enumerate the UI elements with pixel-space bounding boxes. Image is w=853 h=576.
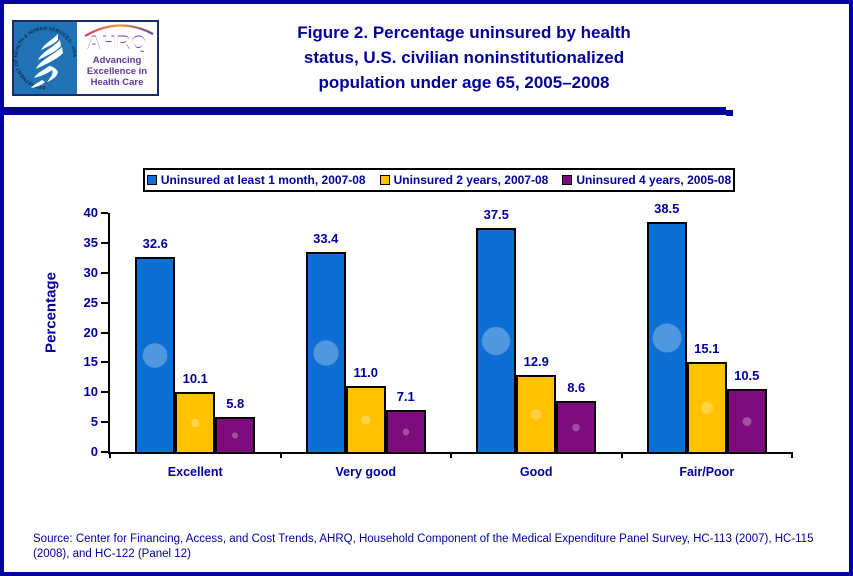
x-tick-mark (109, 452, 111, 458)
legend-swatch-icon (562, 175, 573, 185)
bar (175, 391, 216, 452)
bar-group: 32.6 10.1 5.8 (110, 213, 281, 452)
legend-item: Uninsured at least 1 month, 2007-08 (146, 173, 366, 187)
legend-item: Uninsured 2 years, 2007-08 (379, 173, 549, 187)
bar-value-label: 10.5 (734, 368, 760, 384)
legend-swatch-icon (146, 175, 157, 185)
y-tick-label: 0 (90, 444, 98, 459)
y-tick-label: 10 (83, 384, 98, 400)
logo-tagline: Advancing Excellence in Health Care (77, 55, 157, 88)
y-tick-label: 25 (83, 294, 98, 310)
x-tick-mark (791, 452, 793, 458)
bar-value-label: 32.6 (142, 236, 168, 252)
y-tick-mark (101, 391, 108, 394)
seal-text: DEPARTMENT OF HEALTH & HUMAN SERVICES · … (14, 26, 77, 90)
bar-group: 37.5 12.9 8.6 (451, 207, 622, 452)
logo-tagline-line: Health Care (90, 77, 144, 88)
bar-value-label: 5.8 (226, 396, 245, 412)
bar-value-label: 10.1 (182, 370, 208, 386)
bar (385, 409, 426, 452)
y-tick-label: 35 (83, 234, 98, 250)
y-tick-mark (101, 212, 108, 214)
logo-tagline-line: Excellence in (86, 66, 148, 77)
x-category-label: Very good (335, 465, 396, 479)
legend-label: Uninsured 2 years, 2007-08 (393, 173, 549, 187)
bar (135, 257, 176, 452)
bar-value-label: 15.1 (694, 340, 720, 356)
bar-value-label: 12.9 (523, 353, 549, 369)
bar (556, 400, 597, 452)
legend-swatch-icon (379, 175, 390, 185)
bar (646, 221, 687, 452)
legend-label: Uninsured at least 1 month, 2007-08 (160, 173, 366, 187)
x-category-label: Fair/Poor (679, 465, 735, 479)
ahrq-wordmark-panel: AHRQ Advancing Excellence in Health Care (77, 22, 157, 94)
x-tick-mark (620, 452, 623, 458)
chart-legend: Uninsured at least 1 month, 2007-08 Unins… (143, 168, 735, 192)
y-tick-mark (101, 301, 108, 304)
y-tick-mark (101, 361, 108, 364)
y-tick-mark (101, 241, 108, 244)
y-tick-label: 5 (90, 414, 98, 430)
bar-value-label: 7.1 (396, 388, 415, 404)
bar (215, 417, 256, 452)
legend-item: Uninsured 4 years, 2005-08 (562, 173, 731, 187)
y-axis-title: Percentage (42, 272, 60, 353)
bar-value-label: 33.4 (313, 231, 339, 247)
y-tick-mark (101, 331, 108, 334)
page-title-line: population under age 65, 2005–2008 (318, 73, 610, 92)
page-title-line: Figure 2. Percentage uninsured by health (297, 23, 631, 42)
svg-text:DEPARTMENT OF HEALTH & HUMAN S: DEPARTMENT OF HEALTH & HUMAN SERVICES · … (14, 26, 77, 90)
bar (686, 361, 727, 452)
x-category-label: Excellent (167, 465, 223, 479)
divider-bar-tail (726, 110, 733, 116)
y-tick-label: 30 (83, 264, 98, 280)
y-tick-label: 40 (83, 205, 98, 220)
y-tick-mark (101, 271, 108, 274)
x-category-label: Good (519, 465, 553, 479)
source-note: Source: Center for Financing, Access, an… (33, 533, 814, 560)
bar (345, 386, 386, 452)
bar (726, 389, 767, 452)
hhs-seal: DEPARTMENT OF HEALTH & HUMAN SERVICES · … (14, 22, 77, 94)
hhs-eagle-icon: DEPARTMENT OF HEALTH & HUMAN SERVICES · … (14, 26, 77, 90)
y-tick-mark (101, 451, 108, 453)
logo-tagline-line: Advancing (92, 55, 142, 66)
bar (305, 252, 346, 452)
ahrq-wordmark: AHRQ (77, 34, 157, 53)
x-tick-mark (450, 452, 452, 458)
bar-value-label: 11.0 (353, 365, 379, 381)
plot-area: 0 5 10 15 20 25 30 35 40 32.6 10.1 5.8 Excellent 33.4… (84, 201, 793, 479)
y-tick-mark (101, 421, 108, 424)
ahrq-swoosh-icon (84, 24, 154, 37)
bar (476, 227, 517, 452)
y-tick-label: 15 (83, 354, 98, 370)
divider-bar (4, 107, 726, 115)
bar-group: 38.5 15.1 10.5 (622, 201, 793, 452)
page-title: Figure 2. Percentage uninsured by health… (164, 20, 764, 95)
bar (516, 374, 557, 452)
bar-value-label: 8.6 (567, 379, 586, 395)
bar-group: 33.4 11.0 7.1 (281, 213, 452, 452)
bar-value-label: 38.5 (654, 200, 680, 216)
x-tick-mark (279, 452, 282, 458)
y-tick-label: 20 (83, 324, 98, 340)
bar-value-label: 37.5 (483, 206, 509, 222)
page-title-line: status, U.S. civilian noninstitutionaliz… (303, 48, 625, 67)
legend-label: Uninsured 4 years, 2005-08 (576, 173, 732, 187)
hhs-ahrq-logo: DEPARTMENT OF HEALTH & HUMAN SERVICES · … (12, 20, 159, 96)
